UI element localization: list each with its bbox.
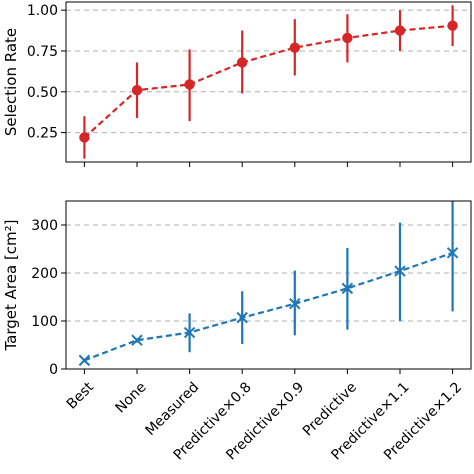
selection-rate-panel: 0.25 0.50 0.75 1.00 Selection Rate xyxy=(2,1,472,167)
area-data-point xyxy=(236,311,248,324)
area-data-point xyxy=(183,326,196,339)
area-data-point xyxy=(289,298,301,310)
sel-axes-frame xyxy=(65,1,472,163)
sel-data-point xyxy=(394,25,406,36)
sel-y-tick-label: 0.25 xyxy=(27,126,58,142)
area-data-point xyxy=(446,247,459,259)
sel-series-line xyxy=(83,24,453,139)
area-data-point xyxy=(394,265,406,277)
area-y-axis-label: Target Area [cm²] xyxy=(2,219,20,351)
area-plot-area xyxy=(78,201,459,367)
x-tick-labels: Best NoneMeasuredPredictive×0.8Predictive… xyxy=(64,379,465,464)
area-data-point xyxy=(131,334,143,346)
area-y-tick-label: 200 xyxy=(31,266,58,282)
x-tick-label: None xyxy=(112,379,149,416)
area-y-tick-label: 100 xyxy=(31,314,58,330)
area-series-line xyxy=(84,251,453,362)
area-y-tick-label: 0 xyxy=(49,362,58,378)
sel-y-tick-label: 0.75 xyxy=(27,44,58,60)
sel-y-axis-label: Selection Rate xyxy=(2,28,20,136)
sel-data-point xyxy=(289,42,300,53)
sel-data-point xyxy=(131,84,143,96)
sel-y-tick-label: 1.00 xyxy=(27,3,58,19)
sel-data-point xyxy=(447,20,458,31)
sel-data-point xyxy=(79,132,90,143)
sel-data-point xyxy=(184,79,195,90)
sel-data-point xyxy=(342,32,353,44)
sel-data-point xyxy=(237,57,248,68)
target-area-panel: 0 100 200 300 Target Area [cm²] xyxy=(2,200,472,378)
area-axes-frame xyxy=(65,200,472,370)
sel-plot-area xyxy=(79,5,458,159)
area-y-tick-label: 300 xyxy=(31,218,58,234)
area-data-point xyxy=(78,354,91,367)
sel-y-tick-label: 0.50 xyxy=(27,85,58,101)
area-data-point xyxy=(341,282,354,295)
x-tick-label: Best xyxy=(64,379,98,413)
